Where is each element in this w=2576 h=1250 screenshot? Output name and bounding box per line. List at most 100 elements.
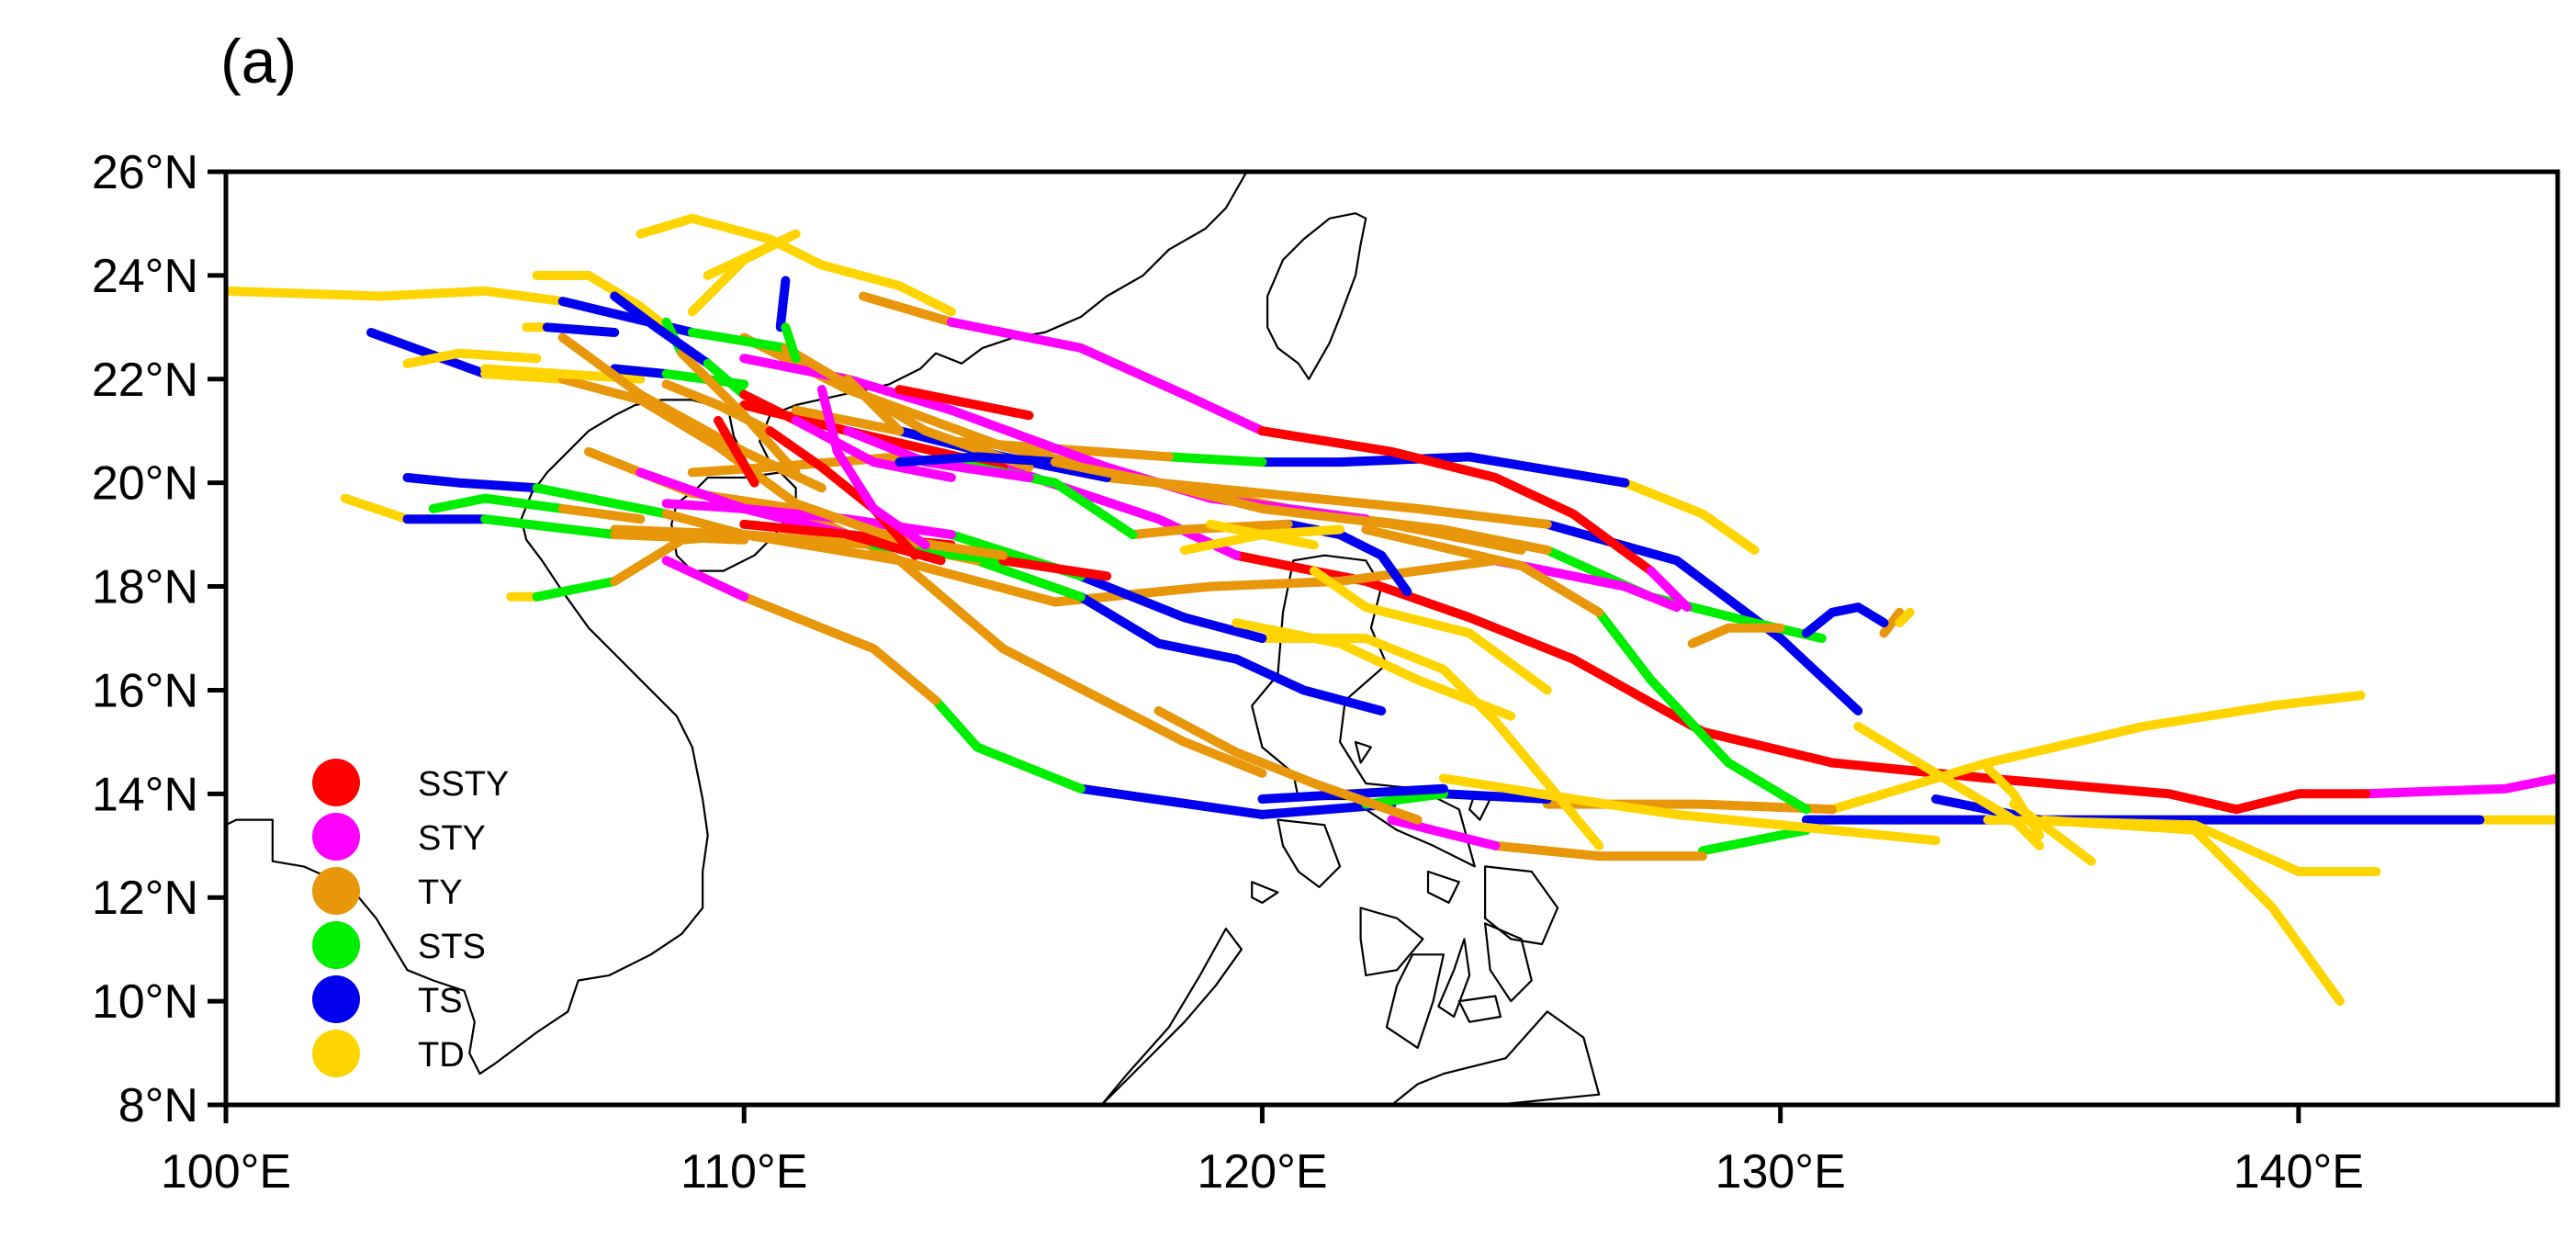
y-tick-label: 12°N	[92, 872, 198, 925]
track-segment-td	[480, 369, 568, 384]
coastline-cebu	[1437, 938, 1471, 1019]
legend-marker	[312, 1030, 360, 1077]
track	[428, 493, 646, 524]
track-segment-ts	[1801, 602, 1889, 638]
track-segment-sts	[1164, 452, 1267, 467]
legend-label: TS	[418, 982, 463, 1020]
track	[636, 213, 1693, 613]
track-segment-sts	[1542, 546, 1827, 643]
panel-label: (a)	[220, 27, 298, 96]
track-segment-ty	[1361, 524, 1604, 617]
track-segment-sty	[1646, 566, 1693, 613]
track-segment-sty	[946, 317, 1267, 436]
track-segment-sty	[2361, 773, 2558, 799]
coastline-mindanao	[1390, 1010, 1601, 1105]
track-segment-sts	[532, 483, 671, 519]
legend-item-sty: STY	[312, 813, 486, 861]
track-segment-ssty	[1257, 426, 1656, 576]
track	[661, 374, 1034, 560]
legend-item-ty: TY	[312, 867, 463, 915]
track-segment-ty	[1879, 607, 1905, 638]
track-segment-ty	[610, 524, 1060, 607]
legend-marker	[312, 975, 360, 1023]
track	[687, 229, 801, 364]
track	[522, 322, 827, 493]
track-segment-td	[340, 493, 412, 524]
track-segment-ts	[402, 473, 542, 493]
track-segment-sts	[428, 493, 568, 513]
track-segment-td	[1853, 722, 2044, 850]
track	[687, 452, 1552, 695]
track-segment-ts	[542, 322, 620, 337]
x-tick-label: 100°E	[161, 1145, 291, 1199]
coastline-mindoro	[1277, 818, 1342, 889]
track-segment-td	[1828, 691, 2366, 815]
y-tick-label: 26°N	[92, 146, 198, 199]
track	[1257, 722, 2381, 876]
y-tick-label: 22°N	[92, 354, 198, 407]
track-segment-td	[2008, 799, 2097, 866]
track-segment-ts	[1076, 571, 1267, 643]
track-segment-ty	[1128, 519, 1293, 540]
y-tick-label: 10°N	[92, 975, 198, 1029]
legend-marker	[312, 867, 360, 915]
track-segment-sts	[480, 514, 620, 540]
track-segment-ts	[1076, 591, 1242, 664]
track-segment-sts	[781, 322, 801, 364]
y-tick-label: 8°N	[118, 1079, 198, 1132]
legend-item-ssty: SSTY	[312, 759, 509, 806]
legend-item-sts: STS	[312, 921, 486, 969]
coastline-mainland	[226, 172, 1248, 1075]
track-segment-ty	[557, 503, 646, 524]
track-segment-sty	[1490, 556, 1682, 613]
track-segment-sts	[931, 695, 1086, 794]
x-tick-label: 130°E	[1715, 1145, 1846, 1199]
track-segment-ty	[714, 442, 1008, 560]
coastline-bohol	[1457, 995, 1502, 1023]
track-segment-ty	[859, 291, 956, 327]
axes: 100°E 110°E 120°E 130°E 140°E 8°N 10°N 12°N 14°N…	[92, 146, 2364, 1199]
track-segment-ty	[610, 530, 749, 586]
plot-frame	[223, 169, 2560, 1108]
track-segment-ts	[1542, 519, 1863, 715]
track	[1801, 602, 1915, 638]
legend-marker	[312, 759, 360, 806]
track-segment-ty	[1153, 706, 1423, 825]
track-segment-sty	[791, 415, 956, 482]
track-segment-sts	[1698, 825, 1811, 856]
track-segment-td	[1232, 618, 1516, 721]
track-segment-ssty	[739, 389, 801, 425]
track-segment-ssty	[894, 385, 1034, 421]
track	[1153, 706, 1423, 825]
x-tick-label: 140°E	[2233, 1145, 2364, 1199]
y-tick-label: 14°N	[92, 768, 198, 821]
coastline-polillo	[1354, 740, 1373, 764]
track-segment-ts	[894, 452, 1060, 467]
legend-item-td: TD	[312, 1030, 465, 1077]
coastline-panay	[1359, 907, 1424, 977]
x-tick-label: 110°E	[681, 1145, 807, 1199]
track-segment-td	[1620, 478, 1760, 555]
legend-marker	[312, 921, 360, 969]
track-segment-td	[2034, 815, 2345, 1007]
track-segment-ssty	[714, 415, 759, 488]
track-segment-td	[1895, 607, 1915, 628]
track-segment-td	[1206, 519, 1319, 550]
typhoon-tracks	[226, 213, 2558, 1007]
track-segment-ty	[843, 374, 905, 436]
track-segment-td	[1309, 566, 1552, 695]
track-segment-ty	[661, 379, 775, 436]
legend-label: TY	[418, 873, 463, 912]
track-segment-ty	[1050, 457, 1526, 555]
track-segment-td	[1983, 815, 2381, 876]
track-segment-sts	[1594, 607, 1811, 815]
coastline-busuanga	[1251, 881, 1279, 905]
track-segment-ty	[557, 332, 827, 493]
track-segment-td	[532, 270, 671, 332]
track-segment-td	[402, 348, 542, 368]
track	[610, 291, 956, 482]
track-segment-td	[636, 213, 827, 270]
coastline-palawan	[1100, 927, 1243, 1105]
track	[506, 530, 749, 602]
